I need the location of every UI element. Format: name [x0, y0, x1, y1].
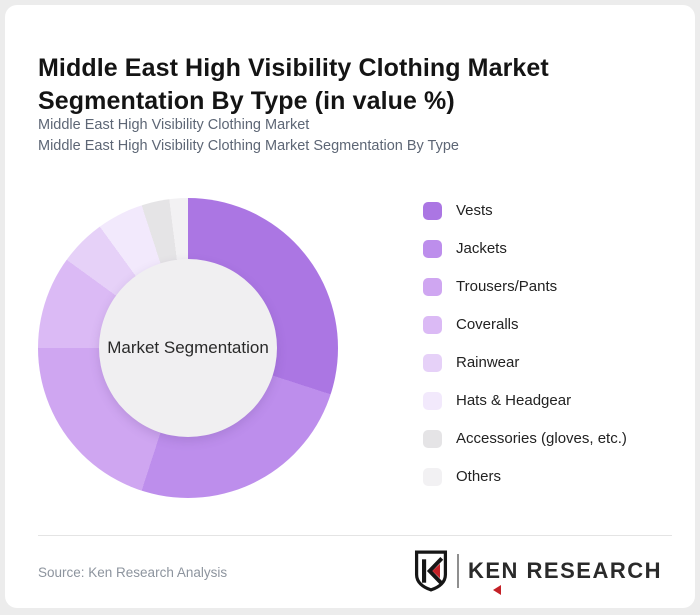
legend-swatch-icon [423, 468, 442, 486]
subtitle-line-1: Middle East High Visibility Clothing Mar… [38, 117, 310, 133]
legend-swatch-icon [423, 354, 442, 372]
legend-item: Trousers/Pants [423, 277, 627, 315]
legend-label: Others [456, 468, 502, 485]
ken-research-shield-icon [414, 550, 447, 592]
subtitle-line-2: Middle East High Visibility Clothing Mar… [38, 138, 459, 154]
chart-legend: Vests Jackets Trousers/Pants Coveralls Rainw… [423, 201, 627, 505]
legend-label: Vests [456, 202, 493, 219]
legend-label: Hats & Headgear [456, 392, 572, 409]
chart-subtitle: Middle East High Visibility Clothing Mar… [38, 115, 459, 157]
legend-item: Accessories (gloves, etc.) [423, 429, 627, 467]
chart-card: Middle East High Visibility Clothing Mar… [5, 5, 695, 608]
legend-swatch-icon [423, 392, 442, 410]
legend-item: Others [423, 467, 627, 505]
logo-letter-k: K [467, 558, 486, 583]
legend-swatch-icon [423, 316, 442, 334]
legend-swatch-icon [423, 240, 442, 258]
legend-swatch-icon [423, 278, 442, 296]
legend-item: Rainwear [423, 353, 627, 391]
source-text: Source: Ken Research Analysis [38, 565, 228, 580]
logo-rest-text: EN RESEARCH [485, 558, 662, 583]
legend-label: Accessories (gloves, etc.) [456, 430, 627, 447]
logo-wordmark: K EN RESEARCH [467, 558, 662, 595]
legend-item: Vests [423, 201, 627, 239]
legend-swatch-icon [423, 202, 442, 220]
legend-label: Trousers/Pants [456, 278, 558, 295]
legend-item: Hats & Headgear [423, 391, 627, 429]
logo-red-arrow-icon [493, 585, 502, 595]
legend-label: Rainwear [456, 354, 520, 371]
page-title: Middle East High Visibility Clothing Mar… [38, 53, 549, 116]
legend-label: Jackets [456, 240, 507, 257]
legend-item: Coveralls [423, 315, 627, 353]
legend-item: Jackets [423, 239, 627, 277]
footer-divider [38, 535, 672, 536]
legend-swatch-icon [423, 430, 442, 448]
donut-center: Market Segmentation [99, 259, 277, 437]
donut-chart: Market Segmentation [38, 198, 338, 498]
logo-separator [456, 554, 459, 588]
ken-research-logo: K EN RESEARCH [413, 549, 662, 595]
donut-center-label: Market Segmentation [107, 338, 269, 357]
legend-label: Coveralls [456, 316, 519, 333]
